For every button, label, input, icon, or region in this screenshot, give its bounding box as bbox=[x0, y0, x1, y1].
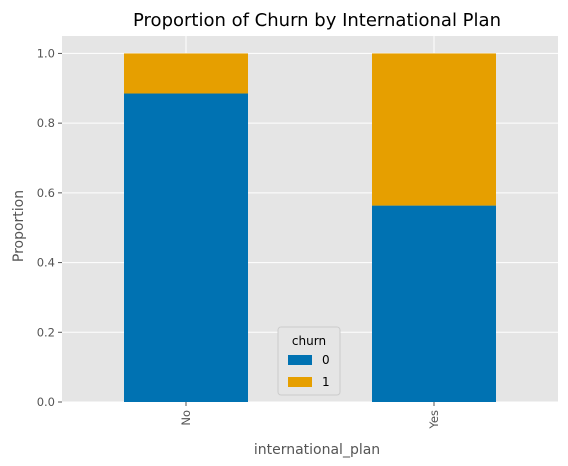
y-tick-label: 0.2 bbox=[37, 325, 55, 339]
bars bbox=[124, 53, 496, 402]
bar-yes-churn-0 bbox=[372, 205, 496, 402]
x-tick-label: No bbox=[179, 410, 193, 426]
y-axis-ticks: 0.0 0.2 0.4 0.6 0.8 1.0 bbox=[37, 46, 62, 409]
chart-title: Proportion of Churn by International Pla… bbox=[133, 10, 501, 31]
bar-no-churn-1 bbox=[124, 53, 248, 94]
bar-yes-churn-1 bbox=[372, 53, 496, 206]
legend-title: churn bbox=[292, 334, 326, 348]
legend: churn 0 1 bbox=[277, 326, 341, 396]
y-tick-label: 0.4 bbox=[37, 256, 55, 270]
x-axis-ticks: No Yes bbox=[179, 402, 441, 430]
y-tick-label: 0.6 bbox=[37, 186, 55, 200]
y-tick-label: 0.8 bbox=[37, 116, 55, 130]
legend-swatch-0 bbox=[288, 355, 312, 365]
y-tick-label: 1.0 bbox=[37, 46, 55, 60]
x-tick-label: Yes bbox=[427, 410, 441, 430]
y-axis-label: Proportion bbox=[11, 190, 27, 262]
legend-label-0: 0 bbox=[322, 353, 330, 367]
legend-swatch-1 bbox=[288, 377, 312, 387]
x-axis-label: international_plan bbox=[254, 442, 380, 458]
y-tick-label: 0.0 bbox=[37, 395, 55, 409]
bar-no-churn-0 bbox=[124, 93, 248, 402]
legend-label-1: 1 bbox=[322, 375, 330, 389]
